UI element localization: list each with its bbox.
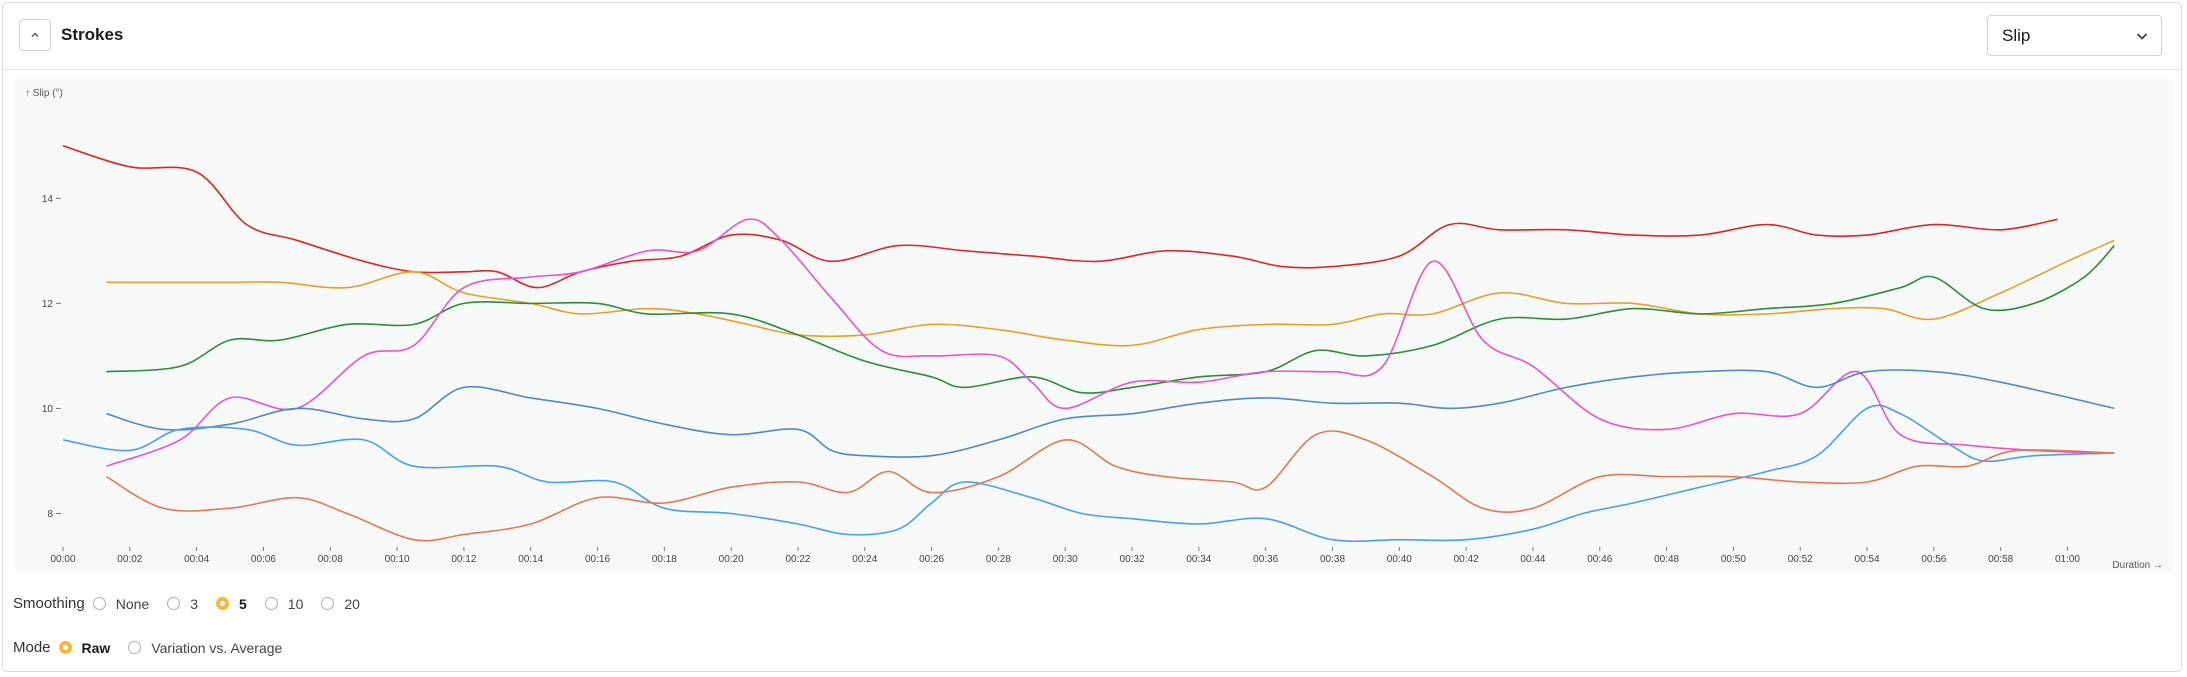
radio-button[interactable] [264, 597, 278, 610]
series-line-4 [106, 218, 2101, 467]
smoothing-option-label: 10 [287, 595, 304, 612]
collapse-button[interactable] [19, 19, 51, 51]
mode-option-label: Variation vs. Average [151, 639, 283, 656]
smoothing-row: Smoothing None 3 5 10 20 [13, 595, 378, 612]
x-tick-label: 00:34 [1186, 554, 1211, 565]
x-tick-label: 00:56 [1921, 554, 1946, 565]
panel-header: Strokes Slip [3, 3, 2181, 70]
x-tick-label: 00:30 [1053, 554, 1078, 565]
y-tick-label: 8 [47, 509, 53, 520]
series-line-7 [106, 430, 2115, 542]
smoothing-option-label: 20 [344, 595, 360, 612]
x-tick-label: 01:00 [2055, 554, 2080, 565]
mode-option[interactable]: Variation vs. Average [128, 640, 282, 656]
mode-option[interactable]: Raw [58, 639, 111, 656]
metric-select-value: Slip [2002, 25, 2031, 45]
series-line-6 [62, 404, 2115, 543]
smoothing-option-label: 3 [190, 595, 198, 612]
radio-button[interactable] [167, 597, 181, 610]
x-tick-label: 00:52 [1788, 554, 1813, 565]
smoothing-option-label: None [115, 595, 150, 612]
series-line-3 [106, 245, 2115, 394]
x-tick-label: 00:36 [1253, 554, 1278, 565]
x-tick-label: 00:22 [785, 554, 810, 565]
mode-option-label: Raw [81, 639, 111, 656]
x-tick-label: 00:04 [184, 554, 209, 565]
smoothing-option[interactable]: 20 [321, 596, 360, 612]
series-line-2 [106, 239, 2115, 347]
x-tick-label: 00:14 [518, 554, 543, 565]
smoothing-label: Smoothing [13, 595, 85, 612]
x-tick-label: 00:24 [852, 554, 877, 565]
chevron-down-icon [2136, 32, 2148, 40]
x-tick-label: 00:50 [1721, 554, 1746, 565]
radio-button[interactable] [215, 597, 229, 610]
mode-row: Mode Raw Variation vs. Average [13, 639, 300, 656]
radio-button[interactable] [321, 597, 335, 610]
y-axis-label: ↑ Slip (°) [25, 88, 63, 99]
radio-button[interactable] [58, 641, 72, 654]
smoothing-option[interactable]: None [92, 595, 150, 612]
x-tick-label: 00:06 [251, 554, 276, 565]
series-line-1 [62, 145, 2058, 289]
x-tick-label: 00:38 [1320, 554, 1345, 565]
chart-area: ↑ Slip (°) Duration → 8 10 12 14 00:00 00:02… [15, 79, 2173, 574]
x-tick-label: 00:26 [919, 554, 944, 565]
y-tick-label: 10 [42, 404, 54, 415]
x-tick-label: 00:48 [1654, 554, 1679, 565]
y-tick-label: 12 [42, 299, 54, 310]
x-tick-label: 00:32 [1120, 554, 1145, 565]
metric-select[interactable]: Slip [1987, 15, 2162, 56]
smoothing-option[interactable]: 10 [264, 595, 304, 612]
x-tick-label: 00:10 [385, 554, 410, 565]
smoothing-option[interactable]: 5 [215, 595, 247, 612]
x-tick-label: 00:12 [451, 554, 476, 565]
x-tick-label: 00:40 [1387, 554, 1412, 565]
panel-title: Strokes [61, 25, 124, 44]
slip-line-chart: ↑ Slip (°) Duration → 8 10 12 14 00:00 00:02… [25, 88, 2163, 571]
chevron-up-icon [31, 32, 39, 37]
radio-button[interactable] [128, 641, 142, 654]
x-tick-label: 00:18 [652, 554, 677, 565]
x-tick-label: 00:28 [986, 554, 1011, 565]
x-tick-label: 00:42 [1454, 554, 1479, 565]
x-tick-label: 00:46 [1587, 554, 1612, 565]
x-tick-label: 00:08 [318, 554, 343, 565]
radio-button[interactable] [92, 597, 106, 610]
smoothing-option-label: 5 [238, 595, 247, 612]
x-tick-label: 00:44 [1520, 554, 1545, 565]
x-tick-label: 00:54 [1855, 554, 1880, 565]
y-tick-label: 14 [42, 194, 54, 205]
x-tick-label: 00:02 [117, 554, 142, 565]
x-tick-label: 00:16 [585, 554, 610, 565]
series-line-5 [106, 369, 2115, 458]
smoothing-option[interactable]: 3 [167, 596, 198, 612]
x-tick-label: 00:58 [1988, 554, 2013, 565]
x-tick-label: 00:00 [50, 554, 75, 565]
mode-label: Mode [13, 639, 51, 656]
x-tick-label: 00:20 [719, 554, 744, 565]
x-axis-label: Duration → [2112, 560, 2163, 571]
